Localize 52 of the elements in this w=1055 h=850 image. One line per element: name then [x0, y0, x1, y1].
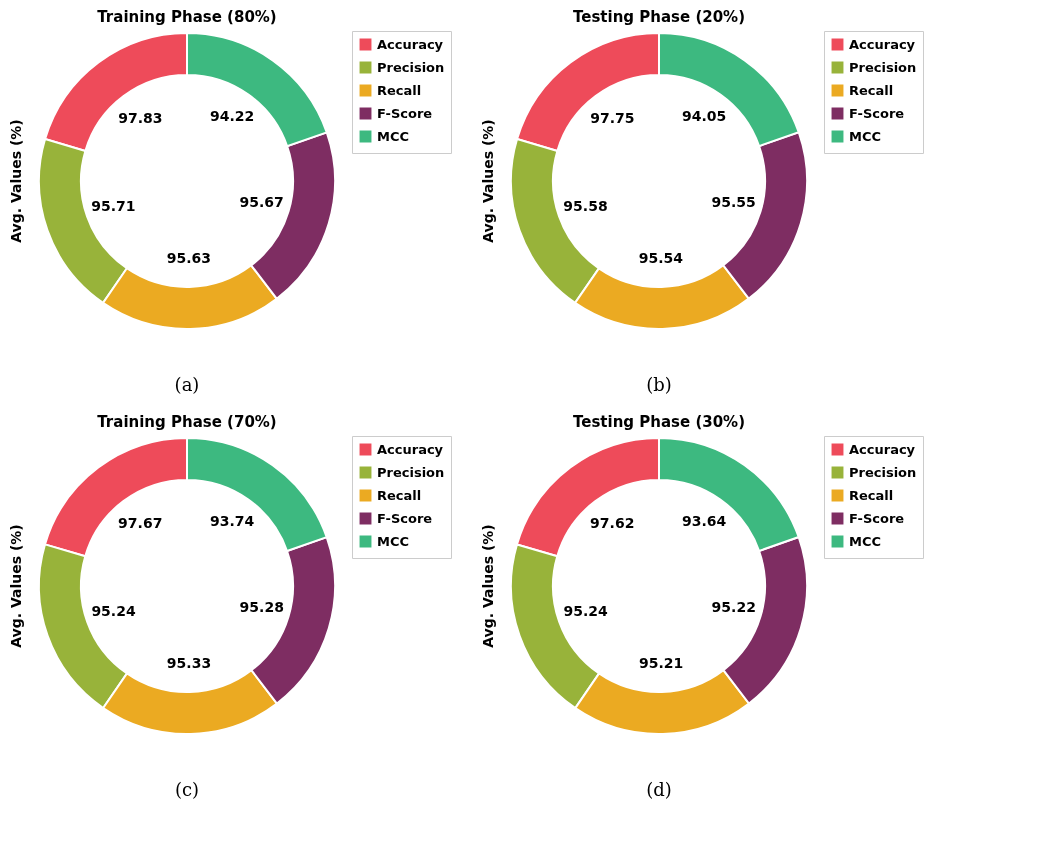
- text: Avg. Values (%): [8, 524, 24, 648]
- data-label: 97.62: [590, 514, 635, 531]
- legend-label: Accuracy: [377, 441, 444, 457]
- legend-label: Accuracy: [849, 36, 916, 52]
- chart-title: Training Phase (70%): [97, 413, 277, 431]
- data-label: 95.71: [91, 198, 136, 215]
- legend-label: Accuracy: [849, 441, 916, 457]
- data-label: 95.22: [711, 599, 756, 616]
- data-label: 95.54: [638, 249, 684, 266]
- legend-label: MCC: [849, 128, 882, 144]
- data-label: 93.74: [209, 513, 255, 530]
- chart-title: Training Phase (80%): [97, 8, 277, 26]
- legend-label: Precision: [377, 59, 445, 75]
- data-label: 93.64: [681, 513, 727, 530]
- text: (b): [646, 374, 672, 395]
- text: (c): [174, 779, 200, 800]
- legend-label: F-Score: [377, 510, 433, 526]
- data-label: 97.67: [118, 514, 163, 531]
- chart-title: Testing Phase (20%): [572, 8, 746, 26]
- data-label: 97.83: [118, 109, 163, 126]
- data-label: 95.55: [711, 194, 756, 211]
- data-label: 95.28: [239, 599, 284, 616]
- text: (d): [646, 779, 672, 800]
- data-label: 95.33: [166, 654, 212, 671]
- legend-label: F-Score: [377, 105, 433, 121]
- data-label: 95.67: [239, 194, 284, 211]
- data-label: 94.05: [682, 108, 727, 125]
- text: Avg. Values (%): [480, 119, 496, 243]
- text: (a): [174, 374, 200, 395]
- legend-label: Recall: [377, 82, 422, 98]
- legend-label: MCC: [849, 533, 882, 549]
- text: Avg. Values (%): [8, 119, 24, 243]
- legend-label: Precision: [849, 59, 917, 75]
- legend-label: Recall: [377, 487, 422, 503]
- data-label: 95.21: [638, 654, 684, 671]
- legend-label: Recall: [849, 82, 894, 98]
- data-label: 97.75: [590, 109, 635, 126]
- data-label: 95.24: [91, 603, 136, 620]
- legend-label: Recall: [849, 487, 894, 503]
- data-label: 95.63: [166, 249, 212, 266]
- legend-label: Precision: [377, 464, 445, 480]
- legend-label: MCC: [377, 533, 410, 549]
- legend-label: F-Score: [849, 105, 905, 121]
- legend-label: Accuracy: [377, 36, 444, 52]
- legend-label: Precision: [849, 464, 917, 480]
- chart-title: Testing Phase (30%): [572, 413, 746, 431]
- text: Avg. Values (%): [480, 524, 496, 648]
- data-label: 95.58: [563, 198, 608, 215]
- data-label: 95.24: [563, 603, 608, 620]
- legend-label: MCC: [377, 128, 410, 144]
- legend-label: F-Score: [849, 510, 905, 526]
- data-label: 94.22: [210, 108, 255, 125]
